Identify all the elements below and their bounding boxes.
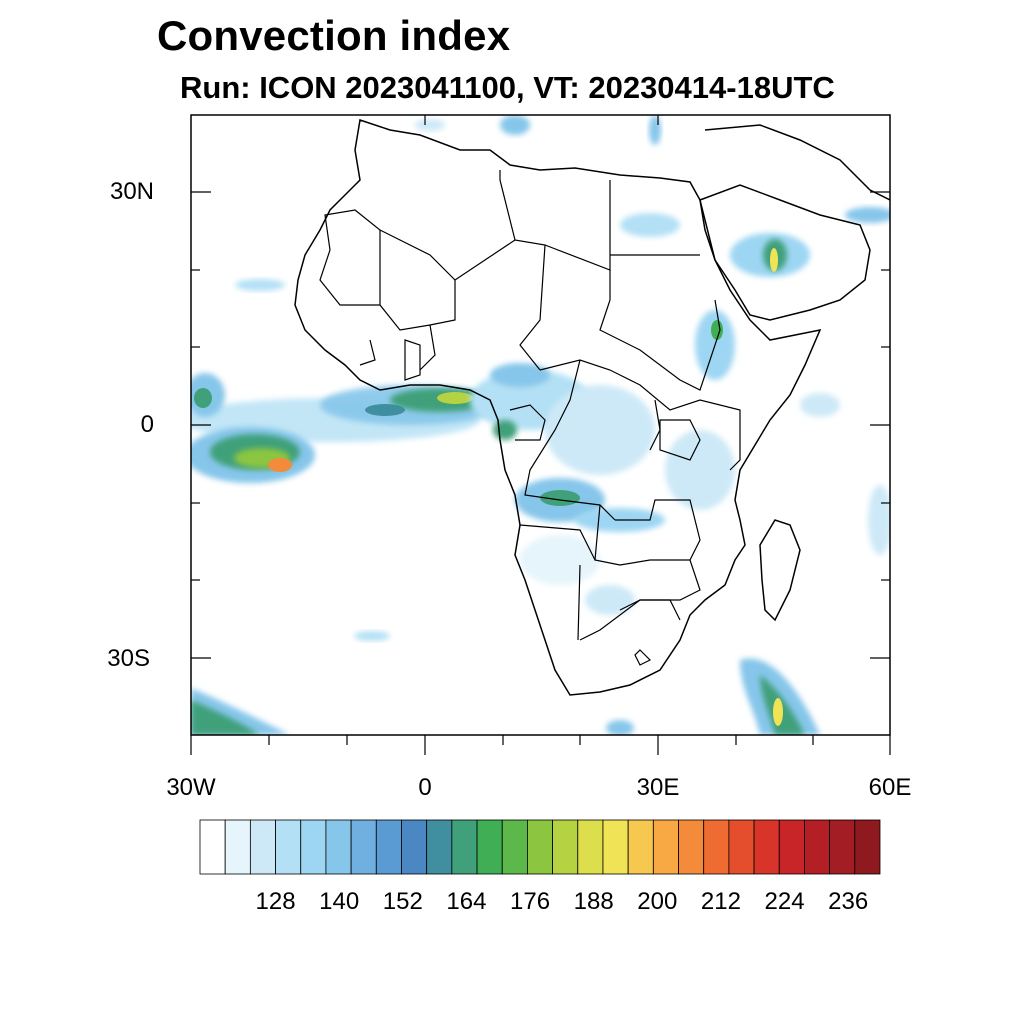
colorbar-label: 224 — [764, 888, 805, 915]
colorbar-box — [678, 819, 705, 875]
colorbar — [199, 819, 881, 875]
colorbar-box — [199, 819, 226, 875]
lat-label-30n: 30N — [109, 178, 154, 205]
axis-ticks — [190, 115, 891, 755]
colorbar-box — [224, 819, 251, 875]
colorbar-box — [350, 819, 377, 875]
colorbar-box — [552, 819, 579, 875]
colorbar-box — [426, 819, 453, 875]
colorbar-box — [778, 819, 805, 875]
colorbar-box — [401, 819, 428, 875]
colorbar-box — [325, 819, 352, 875]
lon-label-30e: 30E — [636, 774, 680, 801]
colorbar-box — [577, 819, 604, 875]
colorbar-box — [652, 819, 679, 875]
colorbar-box — [703, 819, 730, 875]
colorbar-label: 140 — [319, 888, 360, 915]
colorbar-box — [275, 819, 302, 875]
colorbar-box — [527, 819, 553, 875]
chart-subtitle: Run: ICON 2023041100, VT: 20230414-18UTC — [180, 70, 835, 105]
colorbar-label: 176 — [510, 888, 551, 915]
colorbar-box — [627, 819, 654, 875]
colorbar-box — [249, 819, 276, 875]
lat-label-30s: 30S — [107, 645, 150, 672]
lat-label-0: 0 — [140, 411, 154, 438]
colorbar-box — [804, 819, 831, 875]
colorbar-box — [375, 819, 402, 875]
colorbar-box — [829, 819, 856, 875]
colorbar-box — [501, 819, 528, 875]
colorbar-box — [753, 819, 780, 875]
colorbar-label: 128 — [255, 888, 296, 915]
colorbar-box — [602, 819, 629, 875]
colorbar-label: 152 — [382, 888, 423, 915]
colorbar-box — [300, 819, 327, 875]
convection-field — [191, 115, 890, 735]
country-borders — [319, 170, 741, 666]
colorbar-box — [476, 819, 503, 875]
lon-label-60e: 60E — [868, 774, 912, 801]
lon-label-30w: 30W — [166, 774, 216, 801]
lon-label-0: 0 — [418, 774, 432, 801]
colorbar-label: 212 — [700, 888, 741, 915]
colorbar-label: 188 — [573, 888, 614, 915]
colorbar-box — [854, 819, 881, 875]
chart-title: Convection index — [157, 12, 511, 59]
colorbar-label: 200 — [637, 888, 678, 915]
colorbar-label: 236 — [828, 888, 869, 915]
colorbar-label: 164 — [446, 888, 487, 915]
colorbar-box — [451, 819, 478, 875]
colorbar-box — [728, 819, 755, 875]
